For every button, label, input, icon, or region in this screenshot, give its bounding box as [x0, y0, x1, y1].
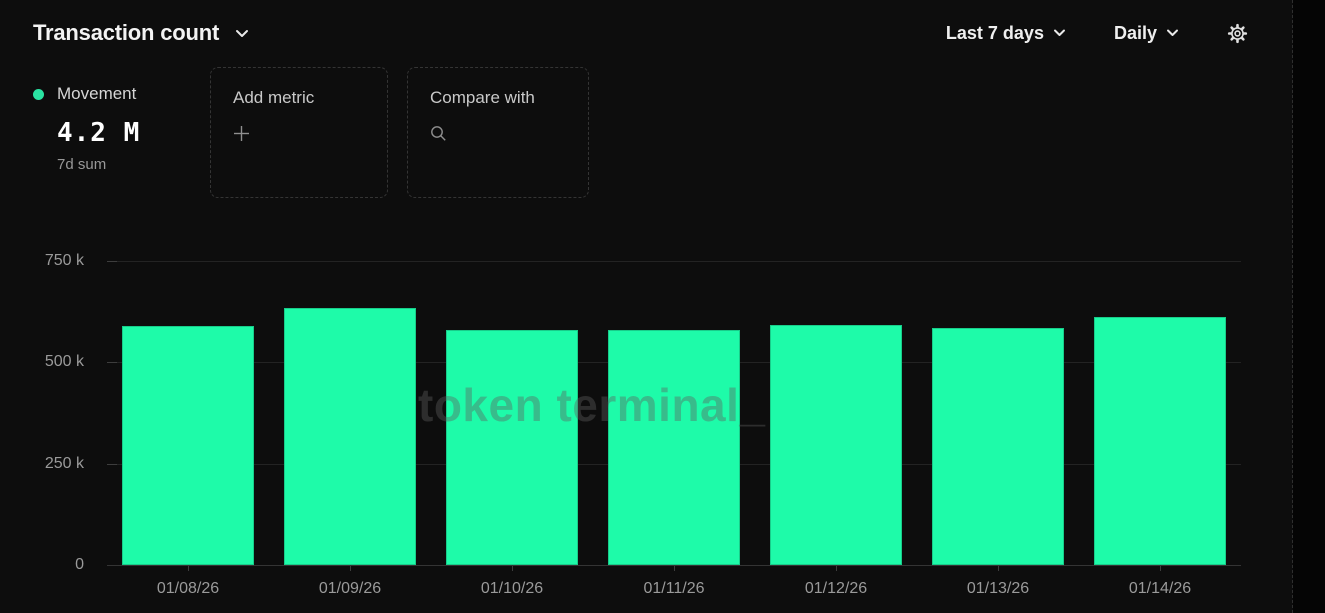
interval-label: Daily: [1113, 22, 1157, 43]
x-axis-label: 01/08/26: [156, 580, 220, 597]
settings-button[interactable]: [1227, 23, 1248, 44]
metric-header: Movement: [33, 84, 210, 104]
x-axis-tick: [188, 566, 189, 571]
x-axis-tick: [674, 566, 675, 571]
bar[interactable]: [608, 329, 740, 565]
x-axis-label: 01/11/26: [643, 580, 705, 597]
metrics-row: Movement 4.2 M 7d sum Add metric Compare…: [33, 67, 589, 198]
x-axis-tick: [998, 566, 999, 571]
date-range-label: Last 7 days: [945, 22, 1044, 43]
x-axis-tick: [350, 566, 351, 571]
date-range-dropdown[interactable]: Last 7 days: [946, 23, 1066, 44]
header-controls: Last 7 days Daily: [946, 23, 1248, 44]
y-axis-label: 0: [75, 556, 84, 573]
chevron-down-icon: [1053, 29, 1065, 36]
compare-with-button[interactable]: Compare with: [407, 67, 589, 198]
x-axis-label: 01/13/26: [966, 580, 1030, 597]
chevron-down-icon: [1167, 29, 1178, 36]
metric-value: 4.2 M: [57, 118, 141, 148]
gridline: [107, 261, 1241, 262]
y-axis-tick: [107, 261, 117, 262]
header: Transaction count Last 7 days Daily: [0, 0, 1292, 48]
x-axis-label: 01/09/26: [318, 580, 382, 597]
bar[interactable]: [1094, 317, 1226, 565]
plus-icon: [234, 126, 249, 141]
gear-icon: [1227, 23, 1248, 43]
bar[interactable]: [932, 327, 1064, 565]
x-axis-label: 01/10/26: [480, 580, 544, 597]
x-axis-label: 01/14/26: [1128, 580, 1192, 597]
compare-with-label: Compare with: [430, 88, 535, 107]
series-color-dot: [33, 88, 44, 100]
bar[interactable]: [446, 330, 578, 565]
right-gutter: [1294, 0, 1325, 613]
add-metric-label: Add metric: [233, 88, 315, 107]
metric-movement[interactable]: Movement 4.2 M 7d sum: [33, 67, 210, 198]
bar[interactable]: [284, 308, 416, 565]
metric-subtitle: 7d sum: [57, 156, 107, 173]
page-title: Transaction count: [33, 20, 220, 45]
chevron-down-icon: [236, 29, 249, 37]
main-panel: token terminal_ 750 k 500 k 250 k 0 01/08/26…: [0, 0, 1293, 613]
y-axis-label: 500 k: [44, 353, 84, 370]
interval-dropdown[interactable]: Daily: [1114, 23, 1179, 44]
x-axis-tick: [836, 566, 837, 571]
y-axis-label: 750 k: [44, 252, 84, 269]
bar[interactable]: [770, 325, 902, 565]
metric-name: Movement: [57, 84, 137, 103]
add-metric-button[interactable]: Add metric: [210, 67, 388, 198]
chart-title-dropdown[interactable]: Transaction count: [33, 20, 249, 46]
search-icon: [431, 126, 446, 141]
x-axis-tick: [1160, 566, 1161, 571]
y-axis-tick: [107, 464, 117, 465]
bar[interactable]: [122, 326, 254, 565]
x-axis-label: 01/12/26: [804, 580, 868, 597]
y-axis-label: 250 k: [44, 455, 84, 472]
x-axis-line: [107, 565, 1241, 566]
bar-chart: token terminal_ 750 k 500 k 250 k 0 01/08/26…: [44, 252, 1241, 597]
y-axis-tick: [107, 362, 117, 363]
x-axis-tick: [512, 566, 513, 571]
